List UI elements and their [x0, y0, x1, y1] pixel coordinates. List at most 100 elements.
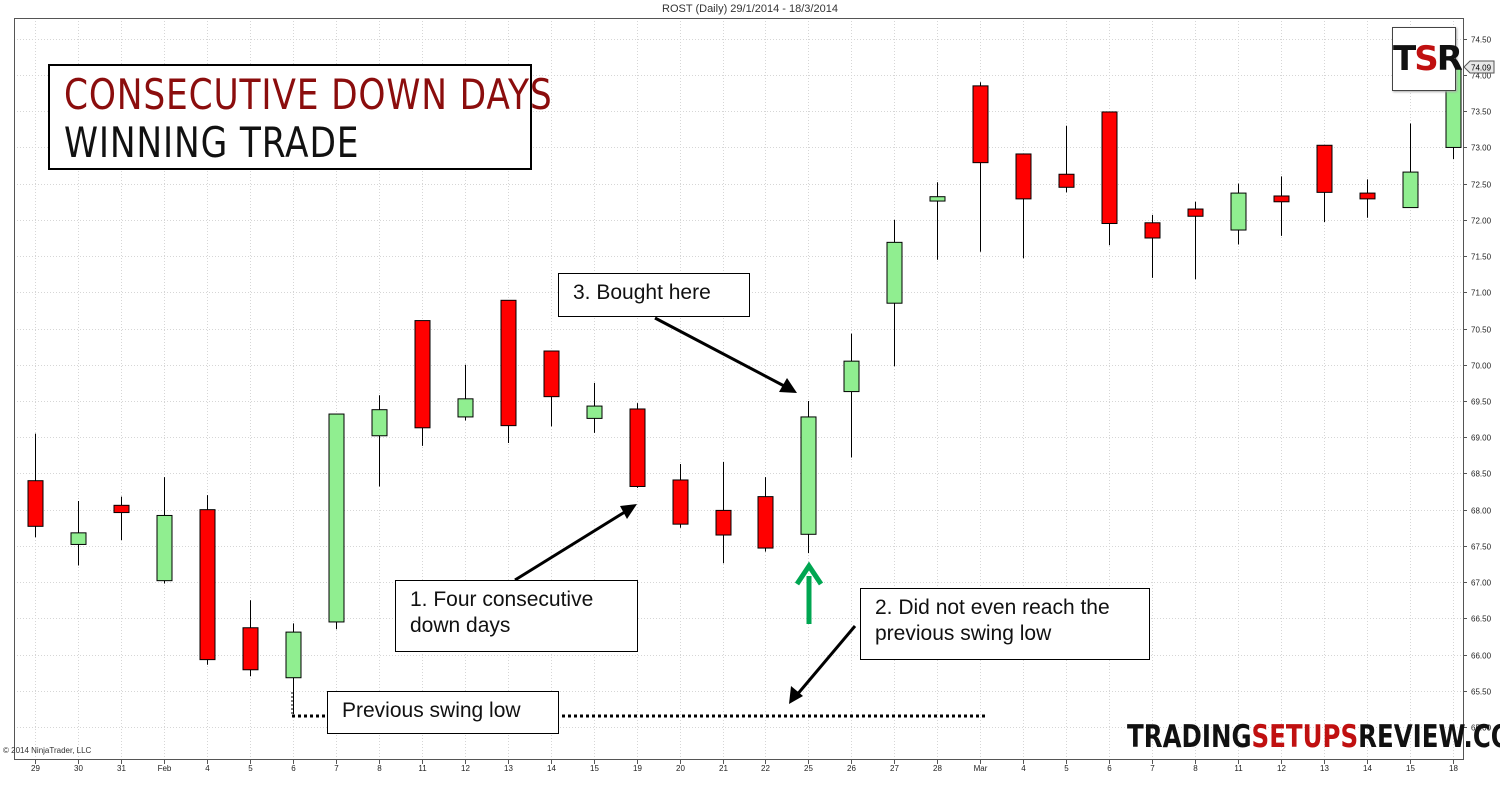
candle-body — [414, 320, 431, 429]
candle-27 — [886, 219, 903, 367]
x-tick-label: 29 — [31, 764, 40, 773]
candle-12 — [1273, 176, 1290, 236]
candle-body — [715, 509, 732, 536]
annotation-four-line-1: 1. Four consecutive — [410, 588, 594, 611]
candle-body — [1359, 192, 1376, 200]
x-tick-label: 14 — [1363, 764, 1372, 773]
candle-body — [629, 408, 646, 487]
candle-4 — [199, 495, 216, 665]
y-tick-label: 73.00 — [1471, 144, 1492, 153]
candle-body — [70, 532, 87, 545]
x-tick-label: 6 — [291, 764, 296, 773]
candle-22 — [757, 477, 774, 552]
annotation-four-line-2: down days — [410, 614, 511, 637]
annotation-four-down-days: 1. Four consecutive down days — [395, 580, 638, 652]
x-tick-label: Feb — [158, 764, 172, 773]
arrow-not-reach-head — [789, 686, 803, 704]
brand-part-2: SETUPS — [1251, 719, 1359, 755]
candle-body — [500, 299, 517, 427]
y-tick-label: 67.50 — [1471, 543, 1492, 552]
x-tick-label: 31 — [117, 764, 126, 773]
x-tick-label: 15 — [590, 764, 599, 773]
candle-12 — [457, 364, 474, 421]
x-tick-label: 25 — [804, 764, 813, 773]
y-tick-label: 73.50 — [1471, 108, 1492, 117]
x-tick-label: 14 — [547, 764, 556, 773]
x-tick-label: 26 — [847, 764, 856, 773]
candle-body — [242, 627, 259, 671]
candle-21 — [715, 461, 732, 564]
candle-body — [457, 398, 474, 418]
candle-body — [1273, 195, 1290, 203]
candle-31 — [113, 496, 130, 541]
candle-body — [1187, 208, 1204, 217]
candle-4 — [1015, 153, 1032, 259]
candle-body — [586, 405, 603, 419]
candle-8 — [371, 395, 388, 487]
candle-Feb — [156, 477, 173, 584]
candle-19 — [629, 403, 646, 488]
x-tick-label: 11 — [418, 764, 427, 773]
candle-body — [972, 85, 989, 164]
annotation-not-reach-line-1: 2. Did not even reach the — [875, 596, 1110, 619]
candle-15 — [586, 382, 603, 433]
arrow-not-reach — [794, 625, 857, 697]
arrow-four-down-head — [620, 504, 637, 519]
candle-26 — [843, 333, 860, 458]
candle-body — [757, 496, 774, 549]
last-price-label: 74.09 — [1471, 64, 1492, 73]
x-tick-label: 15 — [1406, 764, 1415, 773]
candle-7 — [328, 413, 345, 630]
x-tick-label: 12 — [461, 764, 470, 773]
candle-5 — [242, 600, 259, 677]
x-tick-label: 11 — [1234, 764, 1243, 773]
last-price-marker — [1463, 60, 1495, 74]
copyright-label: © 2014 NinjaTrader, LLC — [3, 746, 92, 755]
x-tick-label: 18 — [1449, 764, 1458, 773]
candle-body — [199, 509, 216, 661]
candle-15 — [1402, 123, 1419, 209]
annotation-swing-low-text: Previous swing low — [342, 699, 521, 722]
heading-line-1: CONSECUTIVE DOWN DAYS — [64, 70, 553, 119]
candle-14 — [1359, 179, 1376, 218]
candle-body — [1058, 173, 1075, 188]
candle-body — [886, 241, 903, 304]
y-tick-label: 65.50 — [1471, 688, 1492, 697]
y-tick-label: 70.50 — [1471, 326, 1492, 335]
candle-body — [27, 480, 44, 527]
candle-body — [1316, 144, 1333, 193]
candle-6 — [1101, 111, 1118, 246]
candle-body — [1144, 222, 1161, 239]
y-tick-label: 68.00 — [1471, 507, 1492, 516]
y-tick-label: 72.00 — [1471, 217, 1492, 226]
arrow-four-down-days — [514, 508, 629, 582]
candle-body — [1101, 111, 1118, 225]
x-tick-label: 4 — [205, 764, 210, 773]
x-tick-label: 20 — [676, 764, 685, 773]
x-tick-label: 13 — [504, 764, 513, 773]
candle-8 — [1187, 201, 1204, 280]
green-entry-arrow-head — [794, 561, 824, 586]
candle-13 — [500, 299, 517, 444]
x-tick-label: 5 — [248, 764, 253, 773]
candle-7 — [1144, 214, 1161, 278]
logo-letter-t: T — [1393, 39, 1416, 79]
candle-25 — [800, 401, 817, 554]
y-tick-label: 74.50 — [1471, 36, 1492, 45]
heading-box: CONSECUTIVE DOWN DAYS WINNING TRADE — [48, 64, 552, 170]
candle-5 — [1058, 125, 1075, 193]
logo-letter-s: S — [1414, 39, 1438, 79]
annotation-not-reach-line-2: previous swing low — [875, 622, 1052, 645]
y-tick-label: 69.50 — [1471, 398, 1492, 407]
candle-30 — [70, 500, 87, 566]
y-tick-label: 66.00 — [1471, 652, 1492, 661]
x-tick-label: 27 — [890, 764, 899, 773]
candle-body — [843, 360, 860, 393]
y-tick-label: 67.00 — [1471, 579, 1492, 588]
candle-body — [1015, 153, 1032, 200]
candle-28 — [929, 182, 946, 260]
y-tick-label: 70.00 — [1471, 362, 1492, 371]
candle-20 — [672, 464, 689, 528]
arrow-bought-head — [779, 378, 797, 393]
x-tick-label: 19 — [633, 764, 642, 773]
